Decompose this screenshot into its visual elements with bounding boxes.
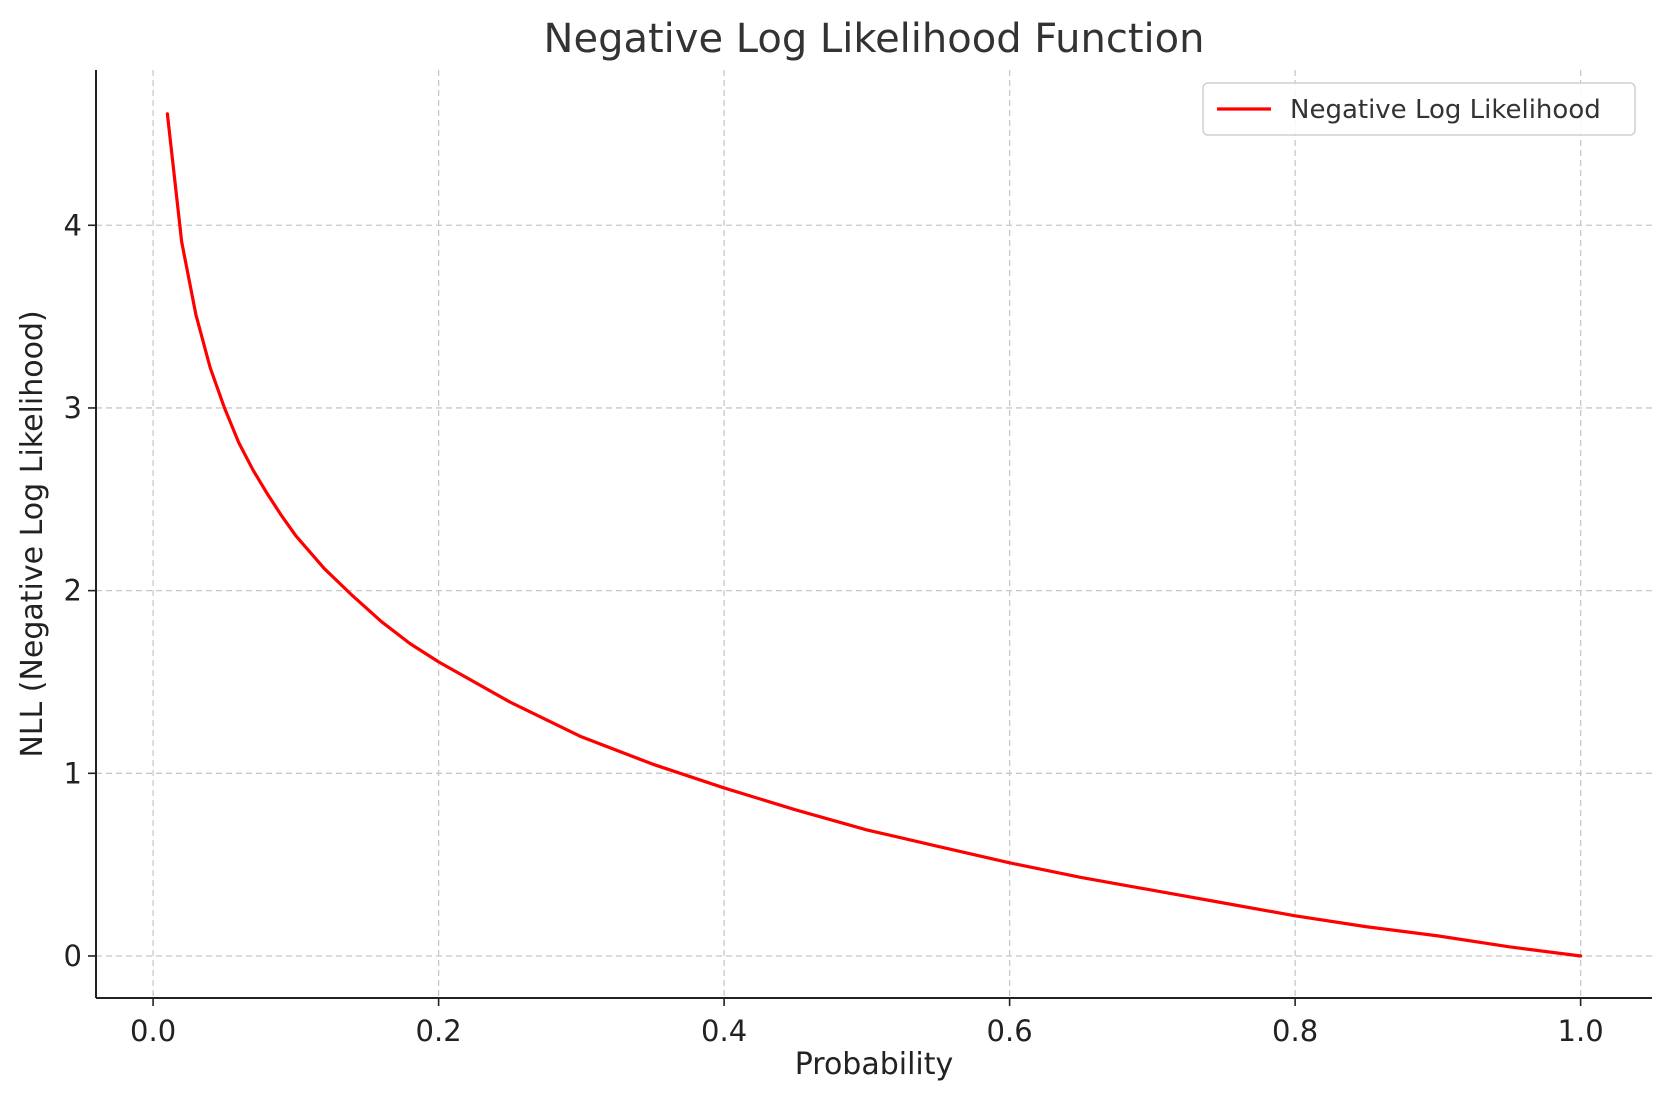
x-tick-label-3: 0.6	[987, 1014, 1033, 1048]
y-tick-label-2: 2	[64, 574, 82, 608]
y-tick-label-1: 1	[64, 756, 82, 790]
x-tick-label-5: 1.0	[1558, 1014, 1604, 1048]
ticks: 0.0 0.2 0.4 0.6 0.8 1.0 0 1 2 3 4	[64, 208, 1604, 1048]
x-tick-label-1: 0.2	[416, 1014, 462, 1048]
x-tick-label-2: 0.4	[701, 1014, 747, 1048]
y-axis-label: NLL (Negative Log Likelihood)	[15, 310, 50, 757]
legend: Negative Log Likelihood	[1202, 82, 1636, 136]
axes	[95, 70, 1652, 999]
chart-title: Negative Log Likelihood Function	[544, 16, 1205, 62]
x-axis-label: Probability	[795, 1047, 954, 1082]
grid-lines	[96, 70, 1652, 998]
y-tick-label-4: 4	[64, 208, 82, 242]
x-tick-label-4: 0.8	[1272, 1014, 1318, 1048]
y-tick-label-3: 3	[64, 391, 82, 425]
series-line-0	[165, 112, 1583, 958]
legend-entry-negative-log-likelihood: Negative Log Likelihood	[1290, 95, 1601, 125]
legend-box	[1202, 82, 1636, 136]
x-tick-label-0: 0.0	[130, 1014, 176, 1048]
series-layer	[165, 112, 1583, 958]
y-tick-label-0: 0	[64, 939, 82, 973]
